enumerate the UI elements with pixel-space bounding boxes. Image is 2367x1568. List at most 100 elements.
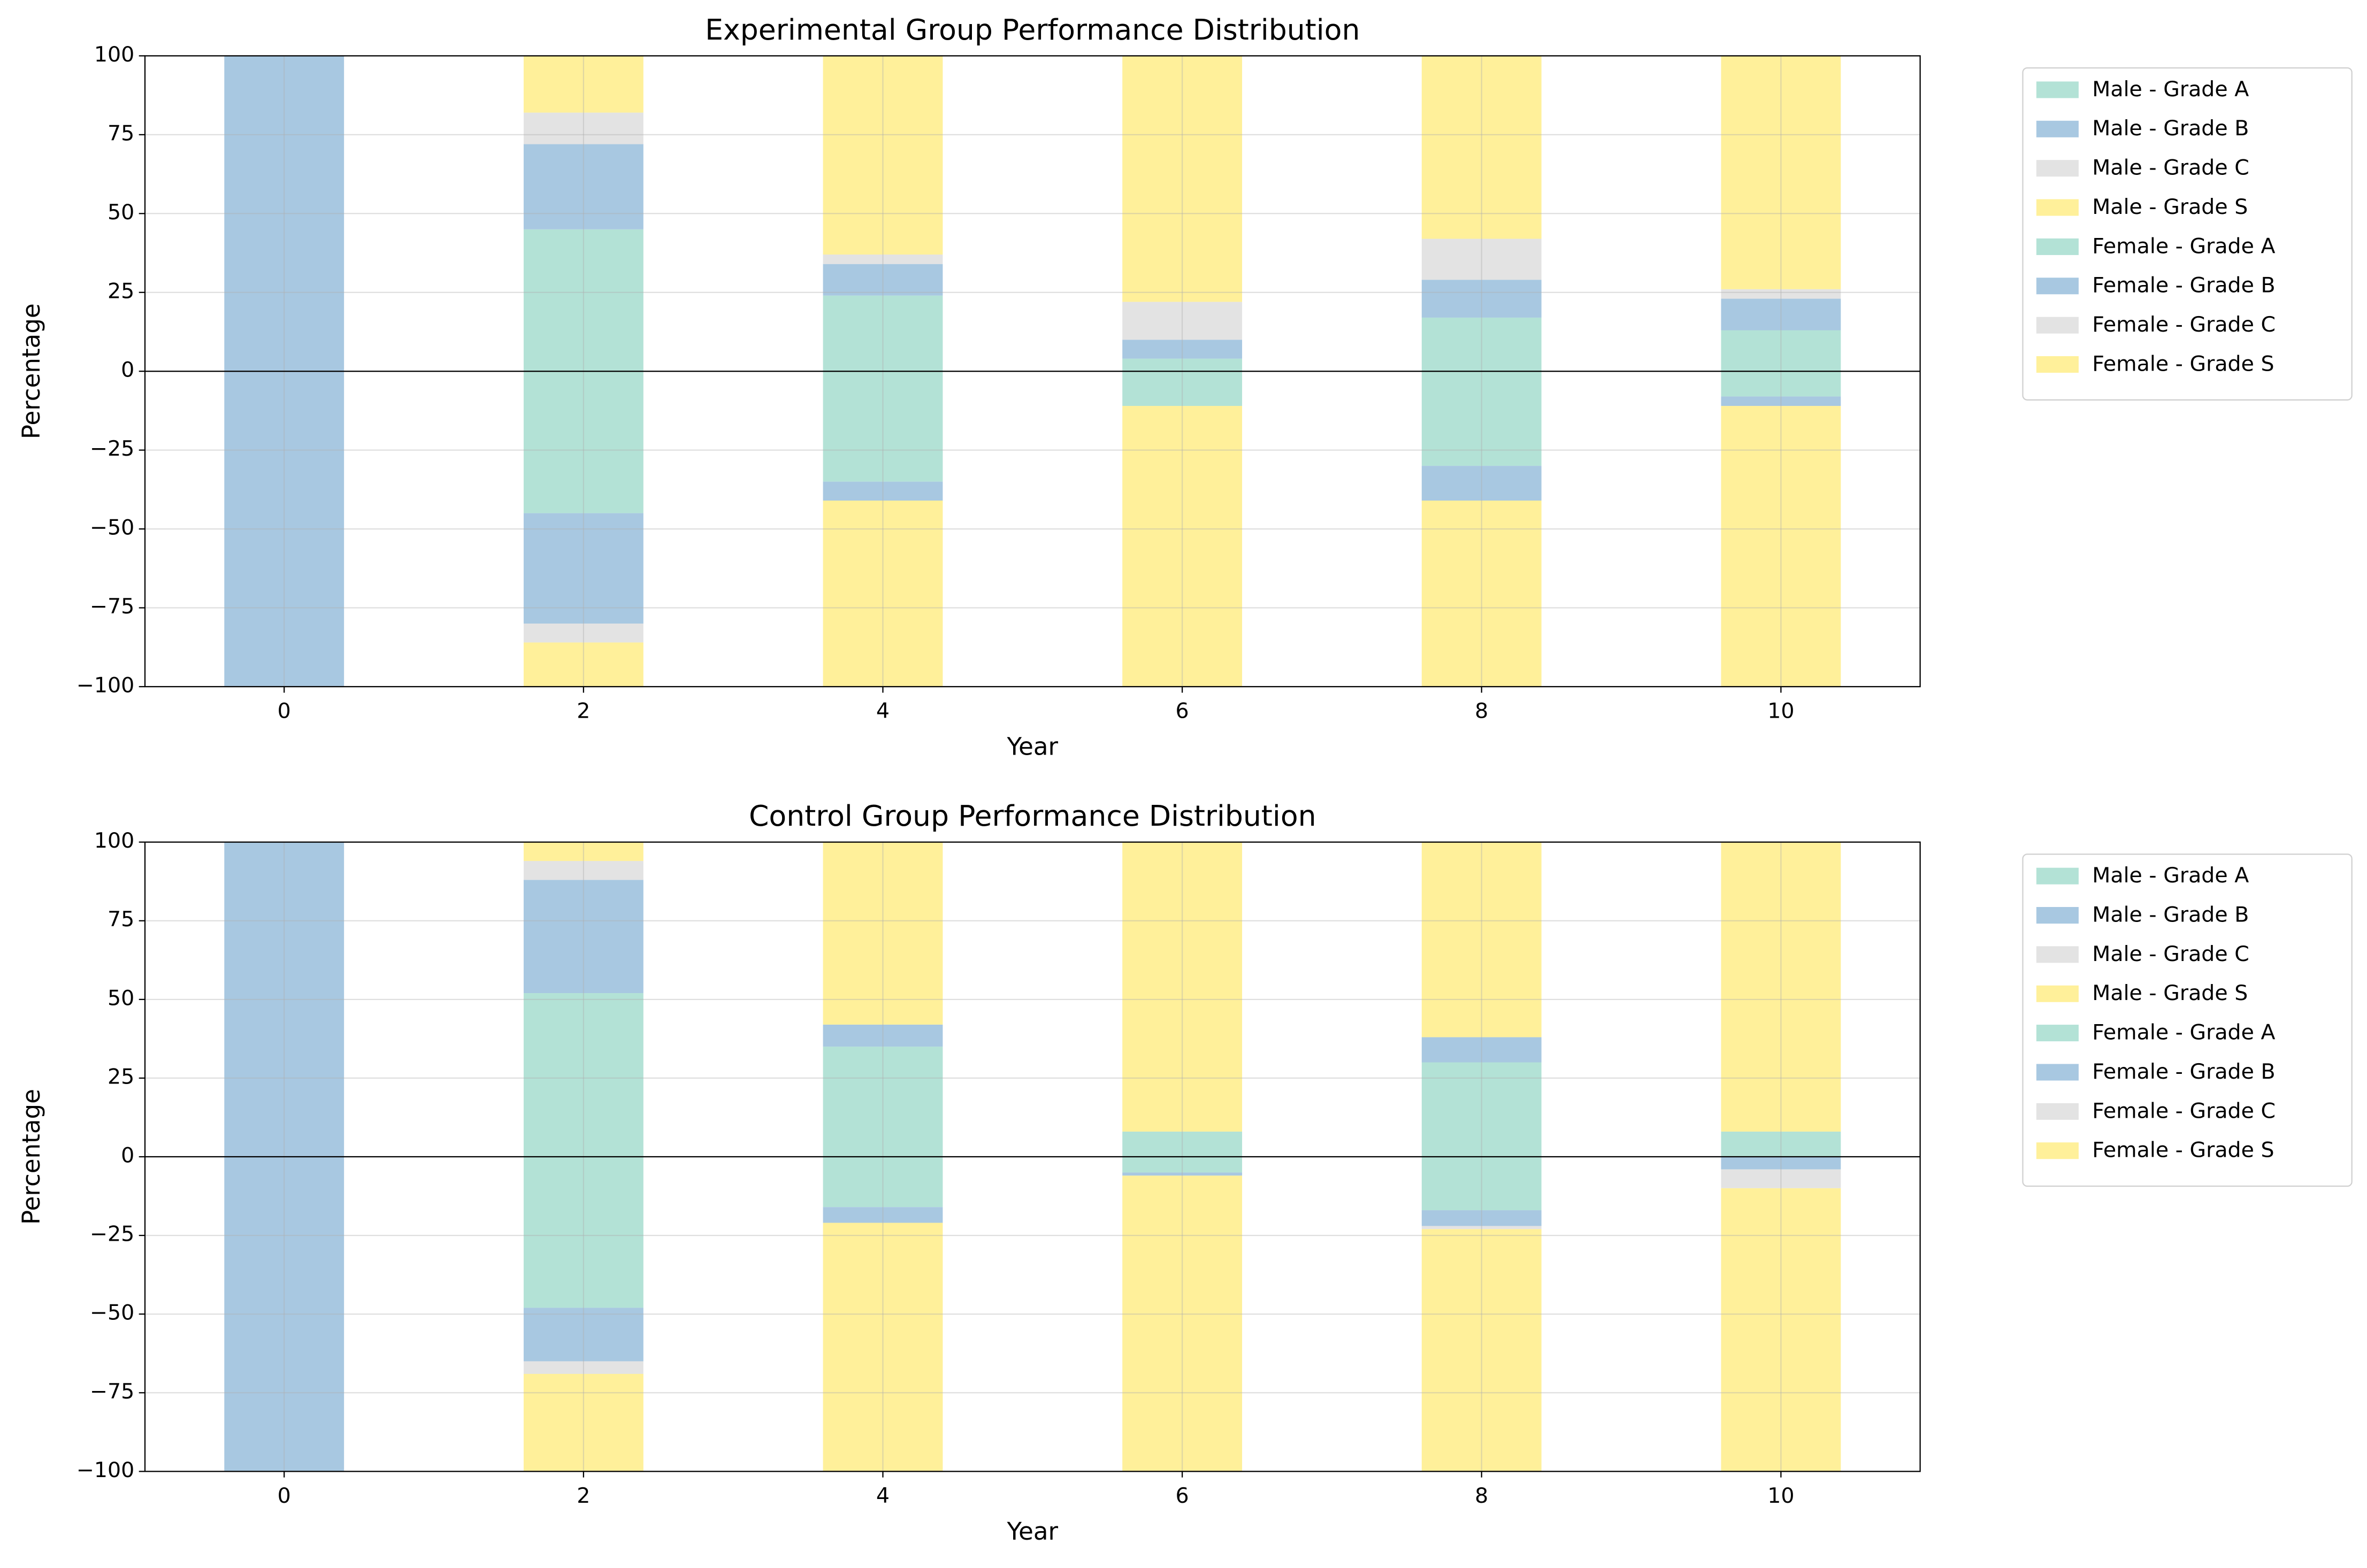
y-tick-label: −25 bbox=[90, 436, 134, 461]
bar-segment bbox=[1421, 842, 1542, 1037]
plot-frame bbox=[144, 841, 1921, 1472]
legend-swatch bbox=[2036, 1142, 2079, 1159]
legend-swatch bbox=[2036, 1103, 2079, 1120]
bar-segment bbox=[1421, 1062, 1542, 1157]
bar-segment bbox=[523, 880, 644, 994]
bar-segment bbox=[1122, 340, 1243, 359]
x-tick-label: 2 bbox=[577, 698, 590, 723]
bar-segment bbox=[823, 254, 943, 264]
legend-swatch bbox=[2036, 120, 2079, 137]
bar-segment bbox=[523, 1373, 644, 1472]
x-tick-label: 0 bbox=[278, 698, 291, 723]
bar-segment bbox=[523, 993, 644, 1157]
x-tick-label: 10 bbox=[1767, 1484, 1794, 1508]
bar-segment bbox=[523, 1361, 644, 1374]
legend-label: Male - Grade C bbox=[2092, 942, 2249, 966]
bar-segment bbox=[1122, 302, 1243, 340]
bar-segment bbox=[823, 295, 943, 372]
bar-segment bbox=[1721, 396, 1841, 406]
bar-segment bbox=[1122, 371, 1243, 406]
bar-segment bbox=[523, 1308, 644, 1362]
bar-segment bbox=[1721, 406, 1841, 687]
bar-segment bbox=[523, 112, 644, 144]
bar-segment bbox=[1721, 371, 1841, 397]
y-tick-label: 0 bbox=[121, 1143, 134, 1168]
y-tick-label: 50 bbox=[108, 986, 134, 1010]
x-tick-label: 6 bbox=[1176, 698, 1189, 723]
bar-segment bbox=[1122, 358, 1243, 372]
bar-segment bbox=[1721, 1188, 1841, 1472]
y-axis-label: Percentage bbox=[17, 1089, 45, 1225]
x-tick-label: 4 bbox=[876, 698, 890, 723]
legend-label: Female - Grade S bbox=[2092, 1138, 2274, 1163]
bar-segment bbox=[1721, 56, 1841, 289]
bar-segment bbox=[1421, 1210, 1542, 1226]
legend-label: Female - Grade S bbox=[2092, 351, 2274, 376]
y-tick-label: −100 bbox=[76, 673, 134, 697]
y-tick-label: 0 bbox=[121, 358, 134, 382]
legend-label: Female - Grade A bbox=[2092, 234, 2275, 258]
bar-segment bbox=[523, 842, 644, 861]
bar-segment bbox=[823, 56, 943, 255]
bar-segment bbox=[1122, 406, 1243, 687]
bar-segment bbox=[1721, 330, 1841, 372]
legend-label: Male - Grade S bbox=[2092, 195, 2248, 219]
y-tick-label: 100 bbox=[94, 828, 134, 853]
bar-segment bbox=[1721, 842, 1841, 1132]
legend-swatch bbox=[2036, 1064, 2079, 1081]
legend-label: Female - Grade B bbox=[2092, 1059, 2275, 1084]
bar-segment bbox=[823, 1223, 943, 1472]
bar-segment bbox=[224, 1157, 344, 1472]
legend-swatch bbox=[2036, 160, 2079, 177]
legend-swatch bbox=[2036, 985, 2079, 1002]
bar-segment bbox=[523, 1157, 644, 1308]
legend-swatch bbox=[2036, 356, 2079, 373]
y-tick-label: 25 bbox=[108, 279, 134, 303]
bar-segment bbox=[1421, 1226, 1542, 1229]
legend-box bbox=[2022, 67, 2353, 401]
legend-label: Female - Grade C bbox=[2092, 312, 2276, 337]
legend-swatch bbox=[2036, 317, 2079, 334]
bar-segment bbox=[523, 860, 644, 880]
legend-swatch bbox=[2036, 199, 2079, 216]
bar-segment bbox=[523, 229, 644, 372]
bar-segment bbox=[1721, 1131, 1841, 1157]
bar-segment bbox=[1122, 1175, 1243, 1472]
y-tick-label: 25 bbox=[108, 1064, 134, 1089]
legend-label: Male - Grade A bbox=[2092, 863, 2249, 888]
legend-label: Male - Grade A bbox=[2092, 77, 2249, 102]
legend-label: Male - Grade B bbox=[2092, 902, 2249, 927]
bar-segment bbox=[823, 481, 943, 501]
legend-swatch bbox=[2036, 906, 2079, 924]
bar-segment bbox=[823, 1157, 943, 1208]
legend-label: Male - Grade S bbox=[2092, 981, 2248, 1005]
y-tick-label: 100 bbox=[94, 42, 134, 67]
bar-segment bbox=[1122, 842, 1243, 1132]
y-tick-label: 50 bbox=[108, 200, 134, 225]
bar-segment bbox=[523, 144, 644, 229]
legend-label: Male - Grade C bbox=[2092, 156, 2249, 180]
legend-box bbox=[2022, 854, 2353, 1187]
y-axis-label: Percentage bbox=[17, 303, 45, 439]
plot-frame bbox=[144, 55, 1921, 688]
legend-swatch bbox=[2036, 867, 2079, 885]
y-tick-label: −25 bbox=[90, 1222, 134, 1247]
bar-segment bbox=[823, 1207, 943, 1223]
bar-segment bbox=[1421, 317, 1542, 372]
legend-label: Female - Grade A bbox=[2092, 1020, 2275, 1045]
bar-segment bbox=[823, 264, 943, 296]
bar-segment bbox=[224, 56, 344, 372]
bar-segment bbox=[1421, 1229, 1542, 1472]
bar-segment bbox=[1421, 280, 1542, 318]
y-tick-label: −75 bbox=[90, 594, 134, 619]
x-tick-label: 8 bbox=[1475, 698, 1488, 723]
y-tick-label: −50 bbox=[90, 1301, 134, 1325]
bar-segment bbox=[523, 513, 644, 624]
bar-segment bbox=[1721, 1157, 1841, 1170]
x-tick-label: 0 bbox=[278, 1484, 291, 1508]
bar-segment bbox=[523, 371, 644, 513]
bar-segment bbox=[523, 624, 644, 643]
legend-label: Male - Grade B bbox=[2092, 116, 2249, 141]
